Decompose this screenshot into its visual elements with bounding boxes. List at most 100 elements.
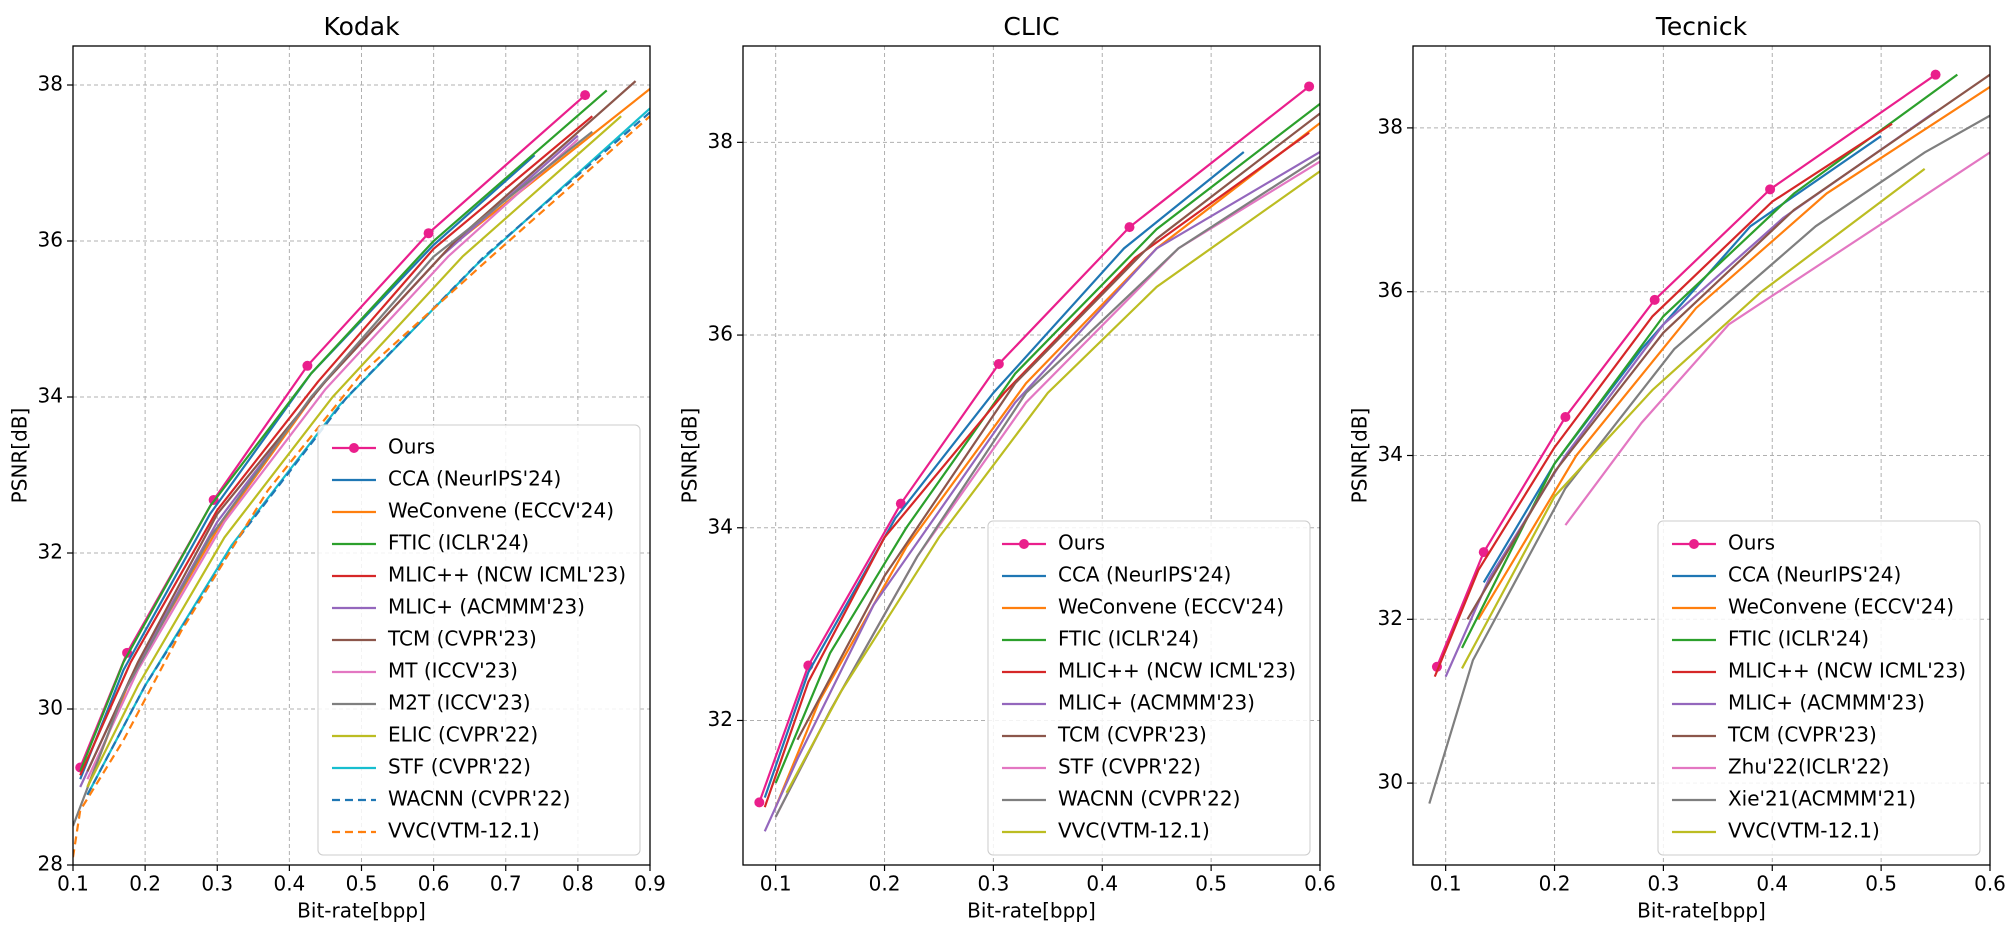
y-tick-label: 38 [1378, 114, 1403, 138]
legend-label: WACNN (CVPR'22) [1058, 787, 1240, 811]
data-point [1930, 69, 1941, 80]
x-tick-label: 0.5 [1865, 872, 1897, 896]
legend-label: STF (CVPR'22) [1058, 755, 1201, 779]
legend-label: MLIC+ (ACMMM'23) [1058, 691, 1255, 715]
series-line [79, 154, 536, 780]
legend-label: STF (CVPR'22) [388, 755, 531, 779]
data-point [754, 797, 765, 808]
x-tick-label: 0.1 [760, 872, 792, 896]
data-point [1478, 547, 1489, 558]
data-point [1765, 184, 1776, 195]
y-tick-label: 38 [38, 72, 63, 96]
legend-label: ELIC (CVPR'22) [388, 723, 538, 747]
y-tick-label: 28 [38, 852, 63, 876]
legend-label: Ours [388, 435, 435, 459]
series-line [1466, 73, 1990, 620]
legend: Ours CCA (NeurIPS'24) WeConvene (ECCV'24) F… [1657, 520, 1981, 856]
series-line [758, 85, 1310, 803]
legend-label: MLIC+ (ACMMM'23) [388, 595, 585, 619]
y-tick-label: 30 [38, 696, 63, 720]
data-point [1649, 294, 1660, 305]
legend-label: VVC(VTM-12.1) [1058, 819, 1210, 843]
series-line [73, 130, 593, 827]
x-tick-label: 0.4 [273, 872, 305, 896]
chart-title: CLIC [1003, 12, 1059, 41]
series-line [1435, 73, 1937, 668]
series-line [86, 107, 650, 796]
legend-label: TCM (CVPR'23) [1727, 723, 1877, 747]
legend-marker [348, 443, 359, 453]
y-tick-label: 36 [38, 228, 63, 252]
x-tick-label: 0.2 [869, 872, 901, 896]
legend-label: WeConvene (ECCV'24) [1058, 595, 1284, 619]
legend-label: WACNN (CVPR'22) [388, 787, 570, 811]
x-tick-label: 0.3 [977, 872, 1009, 896]
legend-label: MLIC++ (NCW ICML'23) [388, 563, 626, 587]
subplot: 0.1 0.2 0.3 0.4 0.5 0.6 0.7 0.8 0.9 28 30 32 34 36 38 K… [8, 12, 666, 923]
legend-marker [1018, 539, 1029, 549]
x-tick-label: 0.7 [490, 872, 522, 896]
y-tick-label: 34 [708, 514, 733, 538]
data-point [423, 228, 434, 239]
legend-label: FTIC (ICLR'24) [1058, 627, 1199, 651]
x-tick-label: 0.2 [129, 872, 161, 896]
series-line [763, 151, 1320, 832]
axes-frame [1412, 45, 1991, 866]
legend-label: WeConvene (ECCV'24) [1728, 595, 1954, 619]
y-axis-label: PSNR[dB] [1348, 408, 1372, 504]
axes-frame [742, 45, 1321, 866]
x-tick-label: 0.3 [1647, 872, 1679, 896]
x-tick-label: 0.8 [562, 872, 594, 896]
x-tick-label: 0.6 [1304, 872, 1336, 896]
legend-label: M2T (ICCV'23) [388, 691, 531, 715]
series-line [86, 115, 622, 788]
x-tick-label: 0.4 [1086, 872, 1118, 896]
series-line [1477, 86, 1990, 620]
series-line [763, 131, 1310, 808]
series-line [86, 138, 579, 780]
y-tick-label: 32 [38, 540, 63, 564]
axes-frame [72, 45, 651, 866]
data-point [1304, 81, 1315, 92]
series-line [774, 122, 1320, 808]
series-line [796, 112, 1320, 741]
x-tick-label: 0.9 [634, 872, 666, 896]
series-line [86, 111, 650, 796]
y-tick-label: 34 [1378, 442, 1403, 466]
y-tick-label: 36 [1378, 278, 1403, 302]
x-axis-label: Bit-rate[bpp] [297, 899, 426, 923]
data-point [1124, 222, 1135, 233]
y-tick-label: 34 [38, 384, 63, 408]
x-tick-label: 0.1 [1430, 872, 1462, 896]
series-line [79, 115, 594, 776]
plot-area [73, 80, 650, 858]
series-line [785, 170, 1320, 794]
series-line [774, 102, 1320, 784]
legend-label: CCA (NeurIPS'24) [1728, 563, 1901, 587]
series-line [79, 89, 608, 772]
legend-label: WeConvene (ECCV'24) [388, 499, 614, 523]
x-tick-label: 0.6 [1974, 872, 2006, 896]
data-point [302, 360, 313, 371]
legend-label: Zhu'22(ICLR'22) [1728, 755, 1889, 779]
legend-label: MLIC++ (NCW ICML'23) [1058, 659, 1296, 683]
legend-label: TCM (CVPR'23) [1057, 723, 1207, 747]
data-point [1560, 412, 1571, 423]
legend-box [1657, 520, 1981, 856]
series-line [1482, 135, 1882, 584]
legend-label: FTIC (ICLR'24) [1728, 627, 1869, 651]
y-axis-label: PSNR[dB] [678, 408, 702, 504]
legend-label: MLIC+ (ACMMM'23) [1728, 691, 1925, 715]
legend-label: CCA (NeurIPS'24) [1058, 563, 1231, 587]
legend-label: Ours [1728, 531, 1775, 555]
legend-label: MLIC++ (NCW ICML'23) [1728, 659, 1966, 683]
legend-label: VVC(VTM-12.1) [388, 819, 540, 843]
legend-box [317, 424, 641, 856]
y-axis-label: PSNR[dB] [8, 408, 32, 504]
series-line [763, 151, 1245, 798]
y-tick-label: 38 [708, 129, 733, 153]
legend-marker [1688, 539, 1699, 549]
legend-box [987, 520, 1311, 856]
subplot: 0.1 0.2 0.3 0.4 0.5 0.6 30 32 34 36 38 Tecnick Bit-r… [1348, 12, 2006, 923]
x-tick-label: 0.2 [1539, 872, 1571, 896]
